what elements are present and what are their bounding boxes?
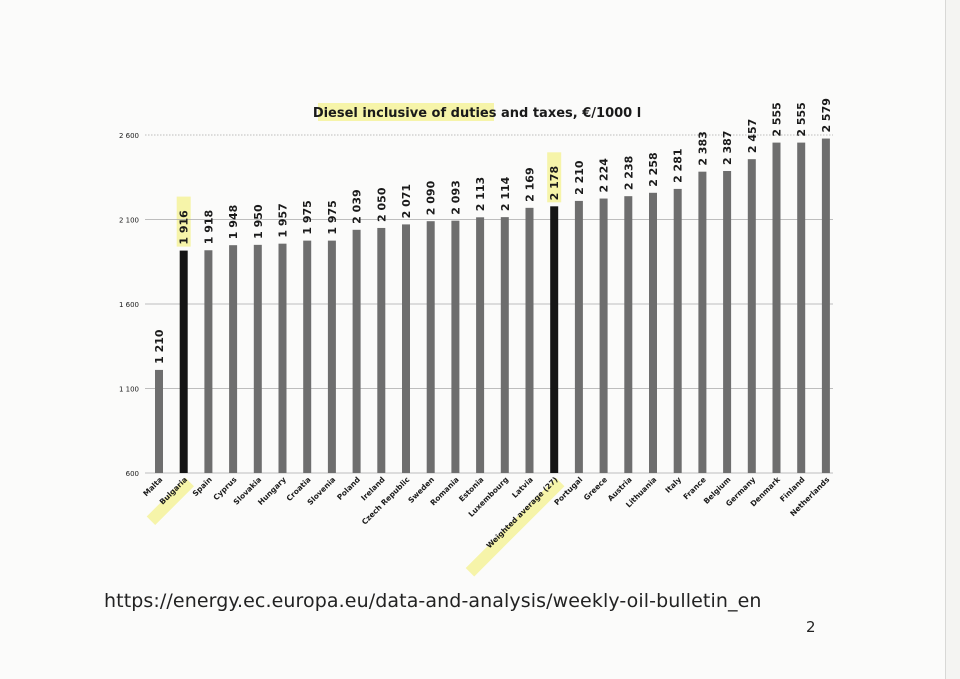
y-tick-label: 2 600 <box>119 132 139 140</box>
value-label: 1 975 <box>301 200 314 234</box>
value-label: 2 113 <box>474 177 487 211</box>
bar <box>772 142 781 474</box>
category-label: Italy <box>663 475 683 495</box>
value-label: 2 555 <box>771 102 784 136</box>
value-label: 2 555 <box>795 102 808 136</box>
bar <box>352 229 361 473</box>
value-label: 2 050 <box>375 187 388 222</box>
bar <box>451 220 460 473</box>
value-label-highlight <box>176 196 191 247</box>
value-label: 2 383 <box>696 131 709 165</box>
bar <box>155 369 163 473</box>
bar <box>179 250 188 473</box>
bars <box>155 138 830 474</box>
value-label: 2 281 <box>672 148 685 182</box>
bar <box>797 142 806 474</box>
value-label: 1 210 <box>153 329 166 364</box>
value-label: 1 948 <box>227 205 240 239</box>
bar <box>821 138 830 473</box>
bar <box>673 188 682 473</box>
y-axis: 600 1 100 1 600 2 100 2 600 <box>119 132 139 478</box>
bar <box>525 207 534 474</box>
category-label: Greece <box>582 475 609 502</box>
y-tick-label: 1 600 <box>119 301 139 309</box>
value-label: 2 090 <box>425 180 438 215</box>
category-label: Czech Republic <box>360 475 412 527</box>
value-label: 2 457 <box>746 119 759 153</box>
y-tick-label: 1 100 <box>119 386 139 394</box>
value-label: 1 950 <box>252 204 265 239</box>
y-tick-label: 2 100 <box>119 217 139 225</box>
value-label: 1 975 <box>326 200 339 234</box>
value-label: 2 093 <box>449 180 462 214</box>
page-number: 2 <box>806 618 816 636</box>
bar <box>204 250 213 473</box>
value-label: 2 258 <box>647 152 660 186</box>
value-label: 2 387 <box>721 131 734 165</box>
category-label-highlight <box>465 477 565 577</box>
bar <box>229 245 238 473</box>
category-label: Malta <box>141 475 164 498</box>
value-label: 2 224 <box>598 158 611 193</box>
chart-title: Diesel inclusive of duties and taxes, €/… <box>313 106 641 121</box>
title-highlight <box>318 103 494 121</box>
bar <box>550 206 559 473</box>
bar <box>649 192 657 473</box>
y-tick-label: 600 <box>126 470 139 478</box>
bar <box>253 244 262 473</box>
bar <box>402 224 410 473</box>
bar <box>303 240 312 473</box>
bar <box>476 217 485 473</box>
value-labels: 1 210 1 916 1 918 1 948 1 950 1 957 1 975 1 975… <box>153 98 833 364</box>
bar <box>574 200 583 473</box>
bar <box>599 198 608 473</box>
value-label: 1 918 <box>202 210 215 244</box>
value-label: 1 916 <box>178 210 191 245</box>
category-label-highlight <box>146 477 194 525</box>
source-url[interactable]: https://energy.ec.europa.eu/data-and-ana… <box>104 590 762 612</box>
bar <box>747 159 756 474</box>
value-label: 2 579 <box>820 98 833 132</box>
bar <box>278 243 287 473</box>
bar <box>426 221 435 473</box>
value-label: 2 039 <box>351 189 364 223</box>
value-label: 2 114 <box>499 176 512 211</box>
value-label: 2 178 <box>548 166 561 200</box>
bar <box>698 171 707 473</box>
value-label: 1 957 <box>277 203 290 237</box>
value-label: 2 210 <box>573 160 586 195</box>
bar <box>723 170 732 473</box>
bar <box>377 227 386 473</box>
highlighter-marks <box>146 103 565 577</box>
value-label: 2 169 <box>524 167 537 201</box>
value-label: 2 071 <box>400 184 413 218</box>
value-label: 2 238 <box>622 156 635 190</box>
bar <box>500 217 509 473</box>
bar <box>327 240 336 473</box>
category-label: Poland <box>335 475 362 502</box>
category-label: Spain <box>191 475 214 498</box>
bar <box>624 196 633 474</box>
value-label-highlight <box>547 152 562 203</box>
